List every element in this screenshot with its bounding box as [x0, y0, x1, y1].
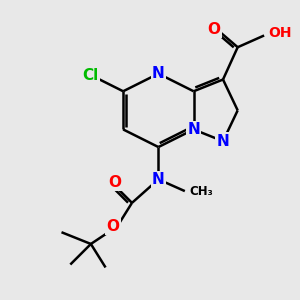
- Text: N: N: [217, 134, 230, 149]
- Text: O: O: [108, 175, 121, 190]
- Text: N: N: [152, 172, 165, 187]
- Text: O: O: [208, 22, 221, 37]
- Text: OH: OH: [268, 26, 292, 40]
- Text: N: N: [152, 66, 165, 81]
- Text: CH₃: CH₃: [189, 184, 213, 198]
- Text: N: N: [187, 122, 200, 137]
- Text: O: O: [106, 219, 119, 234]
- Text: Cl: Cl: [83, 68, 99, 82]
